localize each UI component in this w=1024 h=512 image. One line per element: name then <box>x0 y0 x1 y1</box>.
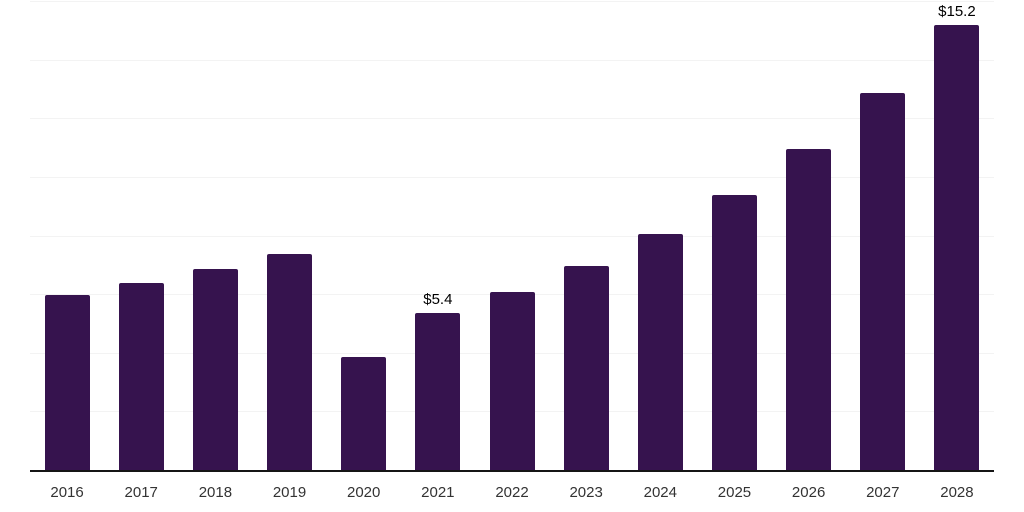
gridline <box>30 118 994 120</box>
x-tick-label-2023: 2023 <box>569 484 603 501</box>
bar-2025 <box>711 195 757 471</box>
x-tick-label-2022: 2022 <box>495 484 529 501</box>
bar-value-label-2028: $15.2 <box>938 3 976 21</box>
x-tick-label-2016: 2016 <box>50 484 84 501</box>
x-axis-tick-labels: 2016 2017 2018 2019 2020 2021 2022 2023 2024 2025… <box>30 485 994 503</box>
x-axis-line <box>30 470 994 472</box>
bar-2027 <box>860 92 906 471</box>
x-tick-label-2017: 2017 <box>124 484 158 501</box>
bar-2018 <box>192 268 238 471</box>
bar-2023 <box>563 265 609 471</box>
x-tick-label-2024: 2024 <box>643 484 677 501</box>
plot-area: $5.4 $15.2 <box>30 1 994 471</box>
gridline <box>30 176 994 178</box>
bar-value-label-2021: $5.4 <box>423 290 453 308</box>
bar-2021 <box>415 312 461 471</box>
x-tick-label-2018: 2018 <box>198 484 233 501</box>
gridline <box>30 59 994 61</box>
x-tick-label-2028: 2028 <box>940 484 974 501</box>
x-tick-label-2020: 2020 <box>347 484 381 501</box>
x-tick-label-2019: 2019 <box>272 484 307 501</box>
x-tick-label-2021: 2021 <box>421 484 455 501</box>
bar-2019 <box>267 254 313 471</box>
bar-2017 <box>118 283 164 471</box>
x-tick-label-2026: 2026 <box>791 484 826 501</box>
bar-2016 <box>44 295 90 471</box>
bar-2028 <box>934 25 980 471</box>
bar-2024 <box>637 233 683 471</box>
bar-2020 <box>341 356 387 471</box>
gridline <box>30 235 994 237</box>
gridline <box>30 1 994 2</box>
bar-2026 <box>786 148 832 471</box>
x-tick-label-2025: 2025 <box>717 484 752 501</box>
x-tick-label-2027: 2027 <box>866 484 900 501</box>
bar-2022 <box>489 292 535 471</box>
